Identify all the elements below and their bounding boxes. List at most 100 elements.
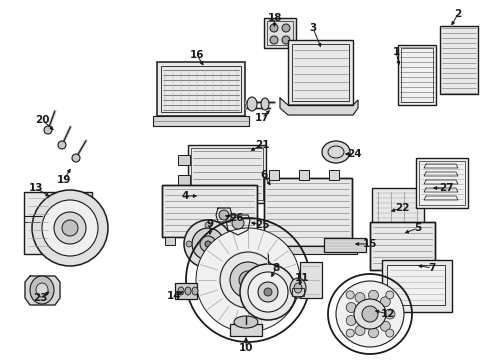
Ellipse shape [185, 241, 192, 247]
Ellipse shape [58, 141, 66, 149]
Text: 2: 2 [453, 9, 461, 19]
Bar [162, 185, 257, 237]
Ellipse shape [247, 272, 287, 312]
Ellipse shape [204, 260, 210, 266]
Ellipse shape [269, 36, 278, 44]
Ellipse shape [200, 236, 216, 252]
Polygon shape [423, 172, 457, 176]
Ellipse shape [62, 220, 78, 236]
Ellipse shape [240, 264, 295, 320]
Ellipse shape [192, 228, 224, 260]
Ellipse shape [361, 306, 377, 322]
Ellipse shape [30, 276, 54, 304]
Text: 13: 13 [29, 183, 43, 193]
Ellipse shape [353, 299, 385, 329]
Ellipse shape [346, 302, 355, 312]
Text: 16: 16 [189, 50, 204, 60]
Text: 25: 25 [254, 220, 269, 230]
Bar [24, 192, 92, 254]
Ellipse shape [346, 315, 355, 325]
Text: 23: 23 [33, 293, 47, 303]
Bar [371, 188, 423, 228]
Polygon shape [423, 180, 457, 184]
Ellipse shape [54, 212, 86, 244]
Ellipse shape [72, 154, 80, 162]
Ellipse shape [282, 36, 289, 44]
Bar [229, 324, 262, 336]
Bar [264, 178, 351, 246]
Ellipse shape [183, 220, 231, 268]
Ellipse shape [269, 24, 278, 32]
Ellipse shape [335, 281, 403, 347]
Polygon shape [423, 188, 457, 192]
Ellipse shape [384, 309, 394, 319]
Ellipse shape [229, 262, 265, 298]
Ellipse shape [220, 252, 275, 308]
Text: 4: 4 [181, 191, 188, 201]
Polygon shape [225, 215, 249, 235]
Bar [153, 116, 248, 126]
Text: 9: 9 [206, 219, 213, 229]
Bar [298, 170, 308, 180]
Bar [381, 260, 451, 312]
Ellipse shape [368, 290, 378, 300]
Bar [161, 66, 241, 112]
Text: 14: 14 [166, 291, 181, 301]
Bar [324, 238, 365, 252]
Ellipse shape [204, 222, 210, 228]
Bar [415, 158, 467, 208]
Bar [242, 237, 251, 245]
Text: 8: 8 [272, 263, 279, 273]
Bar [268, 170, 279, 180]
Ellipse shape [239, 271, 257, 289]
Text: 11: 11 [294, 273, 308, 283]
Ellipse shape [346, 291, 353, 299]
Bar [178, 175, 190, 185]
Ellipse shape [289, 278, 305, 298]
Text: 1: 1 [391, 47, 399, 57]
Ellipse shape [224, 241, 229, 247]
Ellipse shape [32, 190, 108, 266]
Bar [299, 262, 321, 298]
Text: 5: 5 [413, 223, 421, 233]
Text: 24: 24 [346, 149, 361, 159]
Bar [264, 18, 295, 48]
Bar [369, 222, 434, 270]
Text: 22: 22 [394, 203, 408, 213]
Text: 6: 6 [260, 170, 267, 180]
Bar [287, 40, 352, 105]
Text: 7: 7 [427, 263, 435, 273]
Ellipse shape [321, 141, 349, 163]
Bar [266, 21, 292, 45]
Ellipse shape [196, 228, 299, 332]
Text: 26: 26 [228, 213, 243, 223]
Ellipse shape [380, 297, 389, 307]
Ellipse shape [264, 288, 271, 296]
Polygon shape [423, 196, 457, 200]
Bar [291, 44, 348, 101]
Text: 12: 12 [380, 309, 394, 319]
Bar [162, 185, 257, 237]
Bar [157, 62, 244, 116]
Bar [418, 161, 464, 205]
Bar [328, 170, 338, 180]
Bar [178, 155, 190, 165]
Ellipse shape [44, 126, 52, 134]
Ellipse shape [36, 283, 48, 297]
Bar [439, 26, 477, 94]
Ellipse shape [258, 282, 278, 302]
Bar [369, 222, 434, 270]
Ellipse shape [246, 97, 257, 111]
Bar [400, 48, 432, 102]
Ellipse shape [293, 283, 302, 293]
Text: 3: 3 [309, 23, 316, 33]
Bar [397, 45, 435, 105]
Bar [191, 148, 263, 200]
Ellipse shape [368, 328, 378, 338]
Ellipse shape [219, 210, 228, 220]
Ellipse shape [346, 329, 353, 337]
Text: 18: 18 [267, 13, 282, 23]
Bar [386, 265, 444, 305]
Ellipse shape [234, 316, 258, 328]
Bar [264, 178, 351, 246]
